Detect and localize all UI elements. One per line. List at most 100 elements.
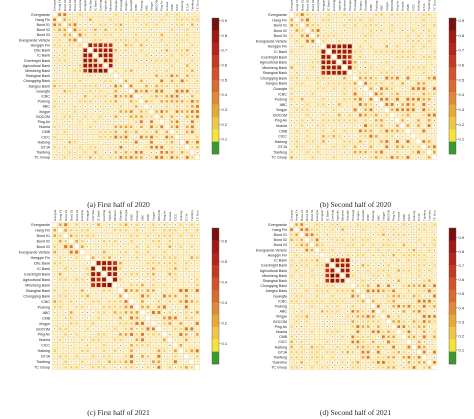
col-label: Bond 03 (73, 0, 77, 11)
row-label: Tianfeng (273, 150, 287, 154)
correlation-square (92, 245, 95, 248)
significance-dot (140, 75, 142, 77)
row-label: Ping An (38, 333, 50, 337)
significance-dot (141, 257, 143, 259)
correlation-square (152, 256, 155, 259)
correlation-square (369, 140, 373, 143)
significance-dot (156, 39, 158, 41)
significance-dot (386, 14, 388, 16)
row-label: Huaxia (39, 125, 50, 129)
correlation-square (109, 100, 112, 103)
significance-dot (433, 119, 435, 121)
correlation-square (170, 79, 174, 83)
correlation-square (353, 50, 357, 53)
diagonal-cell (363, 86, 368, 91)
significance-dot (163, 262, 165, 264)
correlation-square (369, 134, 373, 138)
correlation-square (58, 234, 62, 237)
correlation-square (422, 140, 426, 143)
correlation-square (427, 124, 431, 128)
significance-dot (87, 306, 89, 308)
correlation-square (99, 151, 102, 154)
significance-dot (296, 93, 298, 95)
significance-dot (370, 61, 372, 63)
correlation-square (174, 261, 177, 265)
significance-dot (322, 30, 324, 31)
correlation-square (364, 129, 367, 133)
significance-dot (105, 85, 107, 87)
row-label: BOCOM (273, 113, 287, 117)
correlation-square (412, 114, 415, 117)
significance-dot (125, 268, 127, 270)
colorbar-tick-label: 0.2 (222, 122, 228, 127)
correlation-square (53, 135, 56, 139)
significance-dot (136, 279, 138, 281)
significance-dot (141, 273, 143, 275)
diagonal-cell (416, 139, 421, 144)
significance-dot (145, 80, 147, 82)
significance-dot (428, 51, 430, 53)
correlation-square (102, 300, 106, 303)
significance-dot (156, 34, 158, 36)
significance-dot (125, 29, 127, 31)
correlation-square (322, 134, 325, 138)
correlation-square (140, 89, 143, 93)
correlation-square (59, 316, 62, 319)
correlation-square (113, 272, 117, 276)
correlation-square (114, 44, 117, 47)
correlation-square (195, 311, 199, 314)
significance-dot (141, 279, 143, 281)
correlation-square (163, 289, 166, 292)
significance-dot (140, 105, 142, 107)
correlation-square (369, 34, 373, 37)
correlation-square (78, 156, 82, 159)
correlation-square (422, 119, 425, 122)
significance-dot (180, 311, 182, 313)
col-label: Jiangsu Bank (124, 0, 128, 11)
significance-dot (76, 295, 78, 297)
correlation-square (306, 66, 309, 69)
significance-dot (317, 14, 319, 16)
correlation-square (422, 92, 426, 96)
correlation-square (155, 135, 158, 139)
correlation-square (150, 74, 153, 77)
correlation-square (191, 23, 194, 26)
correlation-square (322, 145, 325, 148)
correlation-square (165, 69, 168, 72)
correlation-square (180, 151, 184, 154)
correlation-square (124, 305, 128, 309)
correlation-square (64, 228, 68, 232)
correlation-square (113, 311, 117, 314)
correlation-square (401, 71, 404, 74)
correlation-square (358, 103, 362, 106)
significance-dot (59, 70, 61, 72)
significance-dot (428, 88, 430, 90)
correlation-square (401, 18, 404, 21)
correlation-square (295, 108, 299, 111)
correlation-square (165, 39, 168, 42)
correlation-square (417, 81, 420, 85)
correlation-square (113, 251, 117, 254)
correlation-square (343, 145, 346, 148)
correlation-square (301, 124, 304, 127)
correlation-square (155, 79, 158, 82)
correlation-square (417, 145, 420, 148)
correlation-square (196, 300, 199, 303)
correlation-square (396, 34, 399, 37)
significance-dot (135, 60, 137, 61)
correlation-square (89, 79, 92, 82)
significance-dot (181, 131, 183, 133)
correlation-square (364, 61, 367, 64)
correlation-square (150, 125, 153, 129)
significance-dot (87, 262, 89, 264)
colorbar-tick-label: 0.6 (459, 63, 465, 68)
col-label: Shanghai Bank (119, 210, 123, 221)
correlation-square (79, 125, 82, 128)
correlation-square (385, 156, 388, 159)
correlation-square (406, 92, 409, 95)
correlation-square (181, 74, 184, 77)
correlation-square (99, 156, 102, 159)
correlation-square (155, 89, 159, 93)
col-label: Haitong (179, 210, 183, 221)
significance-dot (174, 311, 176, 313)
